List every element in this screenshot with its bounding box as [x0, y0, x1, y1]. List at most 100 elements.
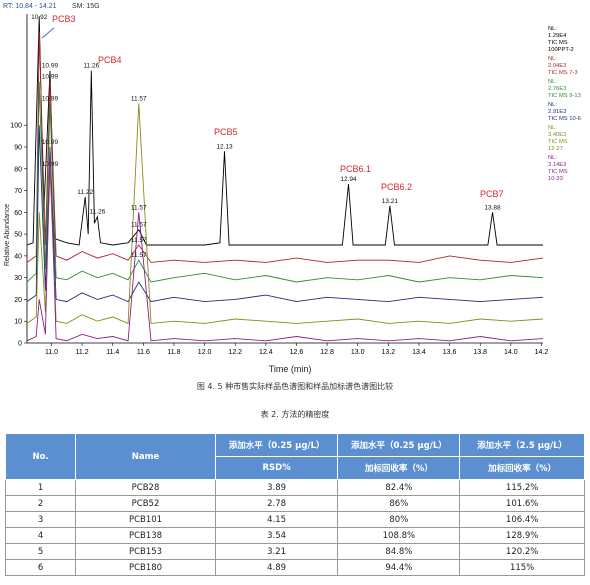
x-tick-label: 12.4	[259, 349, 273, 356]
header: RT: 10.84 - 14.21	[3, 3, 57, 10]
y-tick-label: 90	[14, 144, 22, 151]
peak-label: 11.57	[131, 95, 147, 102]
legend-text: TIC MS	[548, 40, 568, 46]
trace	[27, 146, 544, 342]
table-cell: 4	[4, 527, 77, 544]
x-tick-label: 11.4	[106, 349, 119, 356]
x-tick-label: 12.6	[290, 349, 304, 356]
x-tick-label: 13.8	[473, 349, 487, 356]
peak-label: 10.99	[42, 95, 59, 102]
table-cell: 115.2%	[459, 479, 585, 496]
table-cell: PCB180	[75, 559, 216, 576]
table-cell: 120.2%	[459, 543, 585, 560]
y-tick-label: 50	[14, 232, 22, 239]
legend-text: 3.40E3	[548, 132, 566, 138]
figure-caption: 图 4. 5 种市售实际样品色谱图和样品加标谱色谱图比较	[196, 382, 394, 391]
header-cell: 加标回收率（%）	[337, 456, 461, 480]
legend-text: NL:	[548, 26, 557, 32]
legend-text: NL:	[548, 79, 557, 85]
table-cell: 4.89	[214, 559, 339, 576]
table-row: 5 PCB153 3.21 84.8% 120.2%	[4, 543, 585, 560]
peak-label: 11.57	[131, 222, 147, 229]
table-cell: PCB138	[75, 527, 216, 544]
legend-text: TIC MS	[548, 169, 568, 175]
table-cell: 101.6%	[459, 495, 585, 512]
peak-label: 13.21	[382, 198, 399, 205]
peak-label: 10.99	[42, 161, 59, 168]
table-title: 表 2. 方法的精密度	[260, 410, 330, 419]
legend-text: TIC MS 7-3	[548, 70, 578, 76]
legend-text: NL:	[548, 155, 557, 161]
x-tick-label: 11.0	[45, 349, 58, 356]
compound-label: PCB3	[52, 14, 76, 24]
table-row: 1 PCB28 3.89 82.4% 115.2%	[4, 479, 585, 496]
peak-label: 10.99	[42, 63, 59, 70]
legend-text: 1.29E4	[548, 33, 567, 39]
table-cell: 82.4%	[337, 479, 461, 496]
peak-label: 11.57	[131, 204, 147, 211]
y-axis-label: Relative Abundance	[4, 204, 11, 266]
table-cell: 3.54	[214, 527, 339, 544]
header-cell: RSD%	[214, 456, 339, 480]
legend-text: 2.91E3	[548, 109, 566, 115]
peak-label: 11.22	[77, 189, 93, 196]
table-row: 6 PCB180 4.89 94.4% 115%	[4, 559, 585, 576]
trace	[27, 81, 544, 283]
table-cell: 5	[4, 543, 77, 560]
y-tick-label: 30	[14, 275, 22, 282]
table-cell: 84.8%	[337, 543, 461, 560]
legend-text: TIC MS 10-6	[548, 116, 581, 122]
legend-text: TIC MS	[548, 139, 568, 145]
legend-text: 3.14E3	[548, 162, 566, 168]
x-tick-label: 14.0	[504, 349, 518, 356]
peak-label: 10.99	[42, 74, 59, 81]
header-cell: 添加水平（0.25 μg/L）	[337, 433, 461, 457]
trace	[27, 31, 544, 263]
trace	[27, 16, 543, 246]
peak-label: 13.88	[484, 204, 501, 211]
table-cell: 1	[4, 479, 77, 496]
legend-text: NL:	[548, 125, 557, 131]
x-tick-label: 13.6	[443, 349, 457, 356]
header-cell: Name	[75, 433, 216, 480]
peak-label: 11.57	[131, 237, 147, 244]
compound-label: PCB6.1	[340, 164, 371, 174]
y-tick-label: 100	[10, 123, 22, 130]
y-tick-label: 40	[14, 253, 22, 260]
legend-text: NL:	[548, 56, 557, 62]
table-cell: PCB28	[75, 479, 216, 496]
trace	[27, 103, 544, 325]
x-tick-label: 12.8	[320, 349, 334, 356]
legend-text: NL:	[548, 102, 557, 108]
peak-label: 11.57	[131, 252, 147, 259]
table-cell: 80%	[337, 511, 461, 528]
x-tick-label: 12.0	[198, 349, 212, 356]
compound-label: PCB5	[214, 127, 238, 137]
table-cell: 4.15	[214, 511, 339, 528]
peak-label: 10.92	[31, 14, 48, 21]
x-tick-label: 11.2	[76, 349, 89, 356]
chromatogram: RT: 10.84 - 14.21 SM: 15G Time (min) Rel…	[3, 3, 581, 374]
legend-text: 10-33	[548, 176, 563, 182]
header-row: No. Name 添加水平（0.25 μg/L） 添加水平（0.25 μg/L） 添加水…	[4, 433, 585, 480]
table-cell: 2	[4, 495, 77, 512]
x-tick-label: 13.4	[412, 349, 426, 356]
legend-text: TIC MS 9-13	[548, 93, 581, 99]
table-cell: PCB153	[75, 543, 216, 560]
y-tick-label: 10	[14, 319, 22, 326]
table-cell: 3.21	[214, 543, 339, 560]
y-tick-label: 60	[14, 210, 22, 217]
legend-text: 100PPT-2	[548, 47, 574, 53]
legend-text: 2.76E3	[548, 86, 566, 92]
peak-label: 12.94	[340, 176, 357, 183]
table-cell: 3.89	[214, 479, 339, 496]
table-cell: 3	[4, 511, 77, 528]
x-tick-label: 13.2	[382, 349, 396, 356]
x-tick-label: 13.0	[351, 349, 365, 356]
table-cell: 115%	[459, 559, 585, 576]
peak-label: 12.13	[216, 143, 233, 150]
table-cell: PCB101	[75, 511, 216, 528]
header-cell: 添加水平（0.25 μg/L）	[214, 433, 339, 457]
compound-label: PCB6.2	[381, 182, 412, 192]
